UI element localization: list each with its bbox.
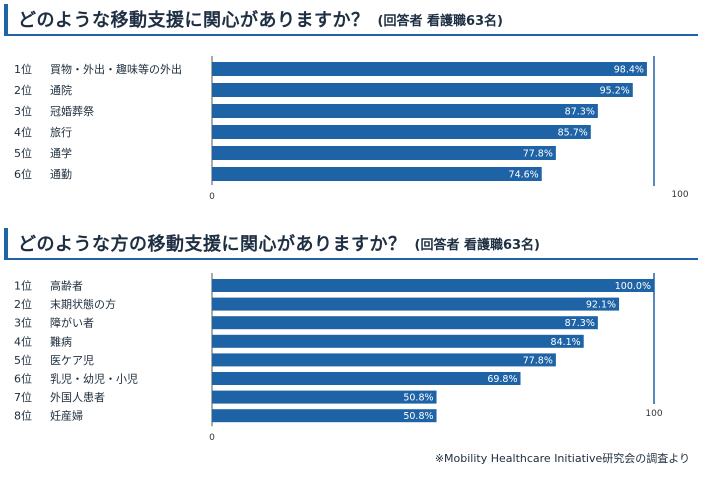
chart-2-bar bbox=[212, 316, 598, 330]
chart-2-title: どのような方の移動支援に関心がありますか？ bbox=[18, 234, 407, 255]
chart-1-x-tick-label: 0 bbox=[209, 192, 215, 202]
chart-2-category-label: 高齢者 bbox=[50, 279, 83, 293]
chart-1-bar bbox=[212, 146, 556, 160]
chart-2-bar bbox=[212, 390, 437, 404]
chart-2-rank-label: 6位 bbox=[14, 372, 32, 386]
chart-1-subtitle: (回答者 看護職63名) bbox=[377, 13, 504, 29]
chart-2-category-label: 妊産婦 bbox=[50, 409, 83, 423]
chart-2-bar bbox=[212, 353, 556, 367]
chart-1-bar bbox=[212, 167, 542, 181]
chart-2-bar bbox=[212, 297, 620, 311]
chart-2-rank-label: 3位 bbox=[14, 316, 32, 330]
chart-1-category-label: 通学 bbox=[50, 146, 72, 160]
chart-2-category-label: 外国人患者 bbox=[50, 391, 105, 404]
chart-2-rank-label: 8位 bbox=[14, 409, 32, 423]
chart-2-bar bbox=[212, 409, 437, 423]
chart-1-title: どのような移動支援に関心がありますか？ bbox=[18, 10, 370, 31]
chart-1-rank-label: 2位 bbox=[14, 83, 32, 97]
chart-2-value-label: 100.0% bbox=[615, 281, 651, 292]
chart-1-category-label: 通勤 bbox=[50, 168, 72, 181]
chart-2-rank-label: 2位 bbox=[14, 297, 32, 311]
chart-2-x-tick-label: 100 bbox=[645, 409, 662, 419]
chart-1-rank-label: 1位 bbox=[14, 62, 32, 76]
chart-1-bar bbox=[212, 125, 591, 139]
chart-2-bar bbox=[212, 372, 521, 385]
chart-2-rank-label: 4位 bbox=[14, 334, 32, 348]
chart-2-value-label: 77.8% bbox=[523, 355, 553, 366]
chart-1-category-label: 冠婚葬祭 bbox=[50, 104, 94, 118]
chart-1-value-label: 98.4% bbox=[614, 65, 644, 76]
chart-1-rank-label: 6位 bbox=[14, 167, 32, 181]
chart-2-category-label: 末期状態の方 bbox=[50, 297, 116, 311]
chart-1-bar bbox=[212, 83, 633, 97]
chart-1-value-label: 85.7% bbox=[558, 128, 588, 139]
chart-1-value-label: 77.8% bbox=[523, 149, 553, 160]
chart-1-rank-label: 3位 bbox=[14, 104, 32, 118]
chart-2-value-label: 50.8% bbox=[403, 411, 433, 422]
chart-1-bar bbox=[212, 104, 598, 118]
chart-2-title-bar: どのような方の移動支援に関心がありますか？ (回答者 看護職63名) bbox=[4, 228, 698, 260]
chart-2-subtitle: (回答者 看護職63名) bbox=[414, 237, 541, 253]
chart-1-title-bar: どのような移動支援に関心がありますか？ (回答者 看護職63名) bbox=[4, 4, 698, 36]
chart-2-x-tick-label: 0 bbox=[209, 433, 215, 443]
chart-1-rank-label: 4位 bbox=[14, 125, 32, 139]
chart-2-plot: 1位 高齢者 100.0% 2位 末期状態の方 92.1% 3位 障がい者 87.3% 4位 難病 8… bbox=[14, 273, 663, 443]
source-footnote: ※Mobility Healthcare Initiative研究会の調査より bbox=[434, 452, 690, 465]
chart-2-rank-label: 5位 bbox=[14, 353, 32, 367]
chart-1-plot: 1位 買物・外出・趣味等の外出 98.4% 2位 通院 95.2% 3位 冠婚葬祭 87.3% 4… bbox=[14, 56, 689, 202]
chart-2-value-label: 69.8% bbox=[487, 374, 517, 385]
chart-1-value-label: 74.6% bbox=[509, 170, 539, 181]
chart-2-category-label: 難病 bbox=[50, 334, 72, 348]
chart-2-value-label: 87.3% bbox=[565, 318, 595, 329]
chart-2-category-label: 障がい者 bbox=[50, 316, 94, 330]
chart-1-value-label: 87.3% bbox=[565, 107, 595, 118]
chart-1-bar bbox=[212, 62, 647, 76]
chart-2-value-label: 50.8% bbox=[403, 393, 433, 404]
chart-1-category-label: 通院 bbox=[50, 83, 72, 97]
chart-2-category-label: 乳児・幼児・小児 bbox=[50, 373, 138, 386]
chart-2-rank-label: 1位 bbox=[14, 279, 32, 293]
chart-2-bar bbox=[212, 279, 654, 292]
chart-1-rank-label: 5位 bbox=[14, 146, 32, 160]
chart-1-value-label: 95.2% bbox=[600, 86, 630, 97]
chart-1-category-label: 買物・外出・趣味等の外出 bbox=[50, 62, 182, 76]
chart-1-category-label: 旅行 bbox=[50, 125, 72, 139]
chart-2-value-label: 84.1% bbox=[551, 337, 581, 348]
chart-2-rank-label: 7位 bbox=[14, 390, 32, 404]
chart-2-value-label: 92.1% bbox=[586, 300, 616, 311]
chart-2-bar bbox=[212, 334, 584, 348]
chart-2-category-label: 医ケア児 bbox=[50, 354, 94, 367]
chart-1-x-tick-label: 100 bbox=[671, 190, 688, 200]
